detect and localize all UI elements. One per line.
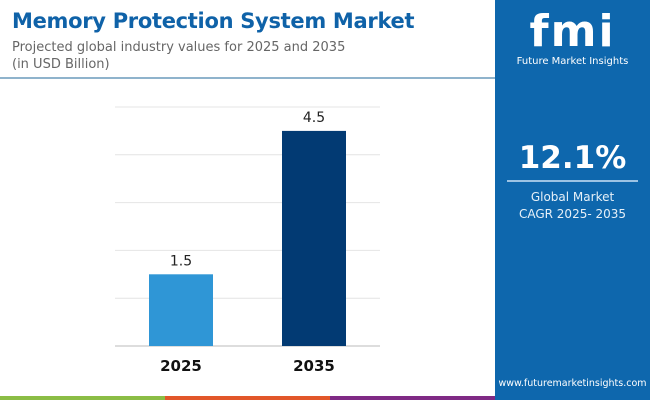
stripe-green: [0, 396, 165, 400]
logo-mark: fmi: [529, 6, 616, 57]
unit-label: (in USD Billion): [12, 57, 110, 72]
side-panel: fmi Future Market Insights 12.1% Global …: [495, 0, 650, 400]
x-tick-label: 2025: [160, 357, 202, 375]
bar-chart: 1.5 2025 4.5 2035: [115, 106, 380, 375]
stripe-orange: [165, 396, 330, 400]
x-tick-label: 2035: [293, 357, 335, 375]
chart-subtitle: Projected global industry values for 202…: [12, 40, 346, 55]
logo-name: Future Market Insights: [516, 56, 629, 67]
data-label: 4.5: [303, 110, 325, 126]
cagr-value: 12.1%: [518, 140, 627, 176]
chart-title: Memory Protection System Market: [12, 9, 415, 33]
panel-divider: [507, 180, 638, 182]
fmi-logo: fmi Future Market Insights: [495, 6, 650, 68]
cagr-period: CAGR 2025- 2035: [518, 207, 627, 221]
divider: [0, 77, 495, 79]
bar-2035: [282, 130, 346, 346]
cagr-label: Global Market: [530, 190, 615, 204]
data-label: 1.5: [170, 253, 192, 269]
website-link[interactable]: www.futuremarketinsights.com: [498, 378, 647, 389]
stripe-purple: [330, 396, 495, 400]
bar-2025: [149, 274, 213, 346]
